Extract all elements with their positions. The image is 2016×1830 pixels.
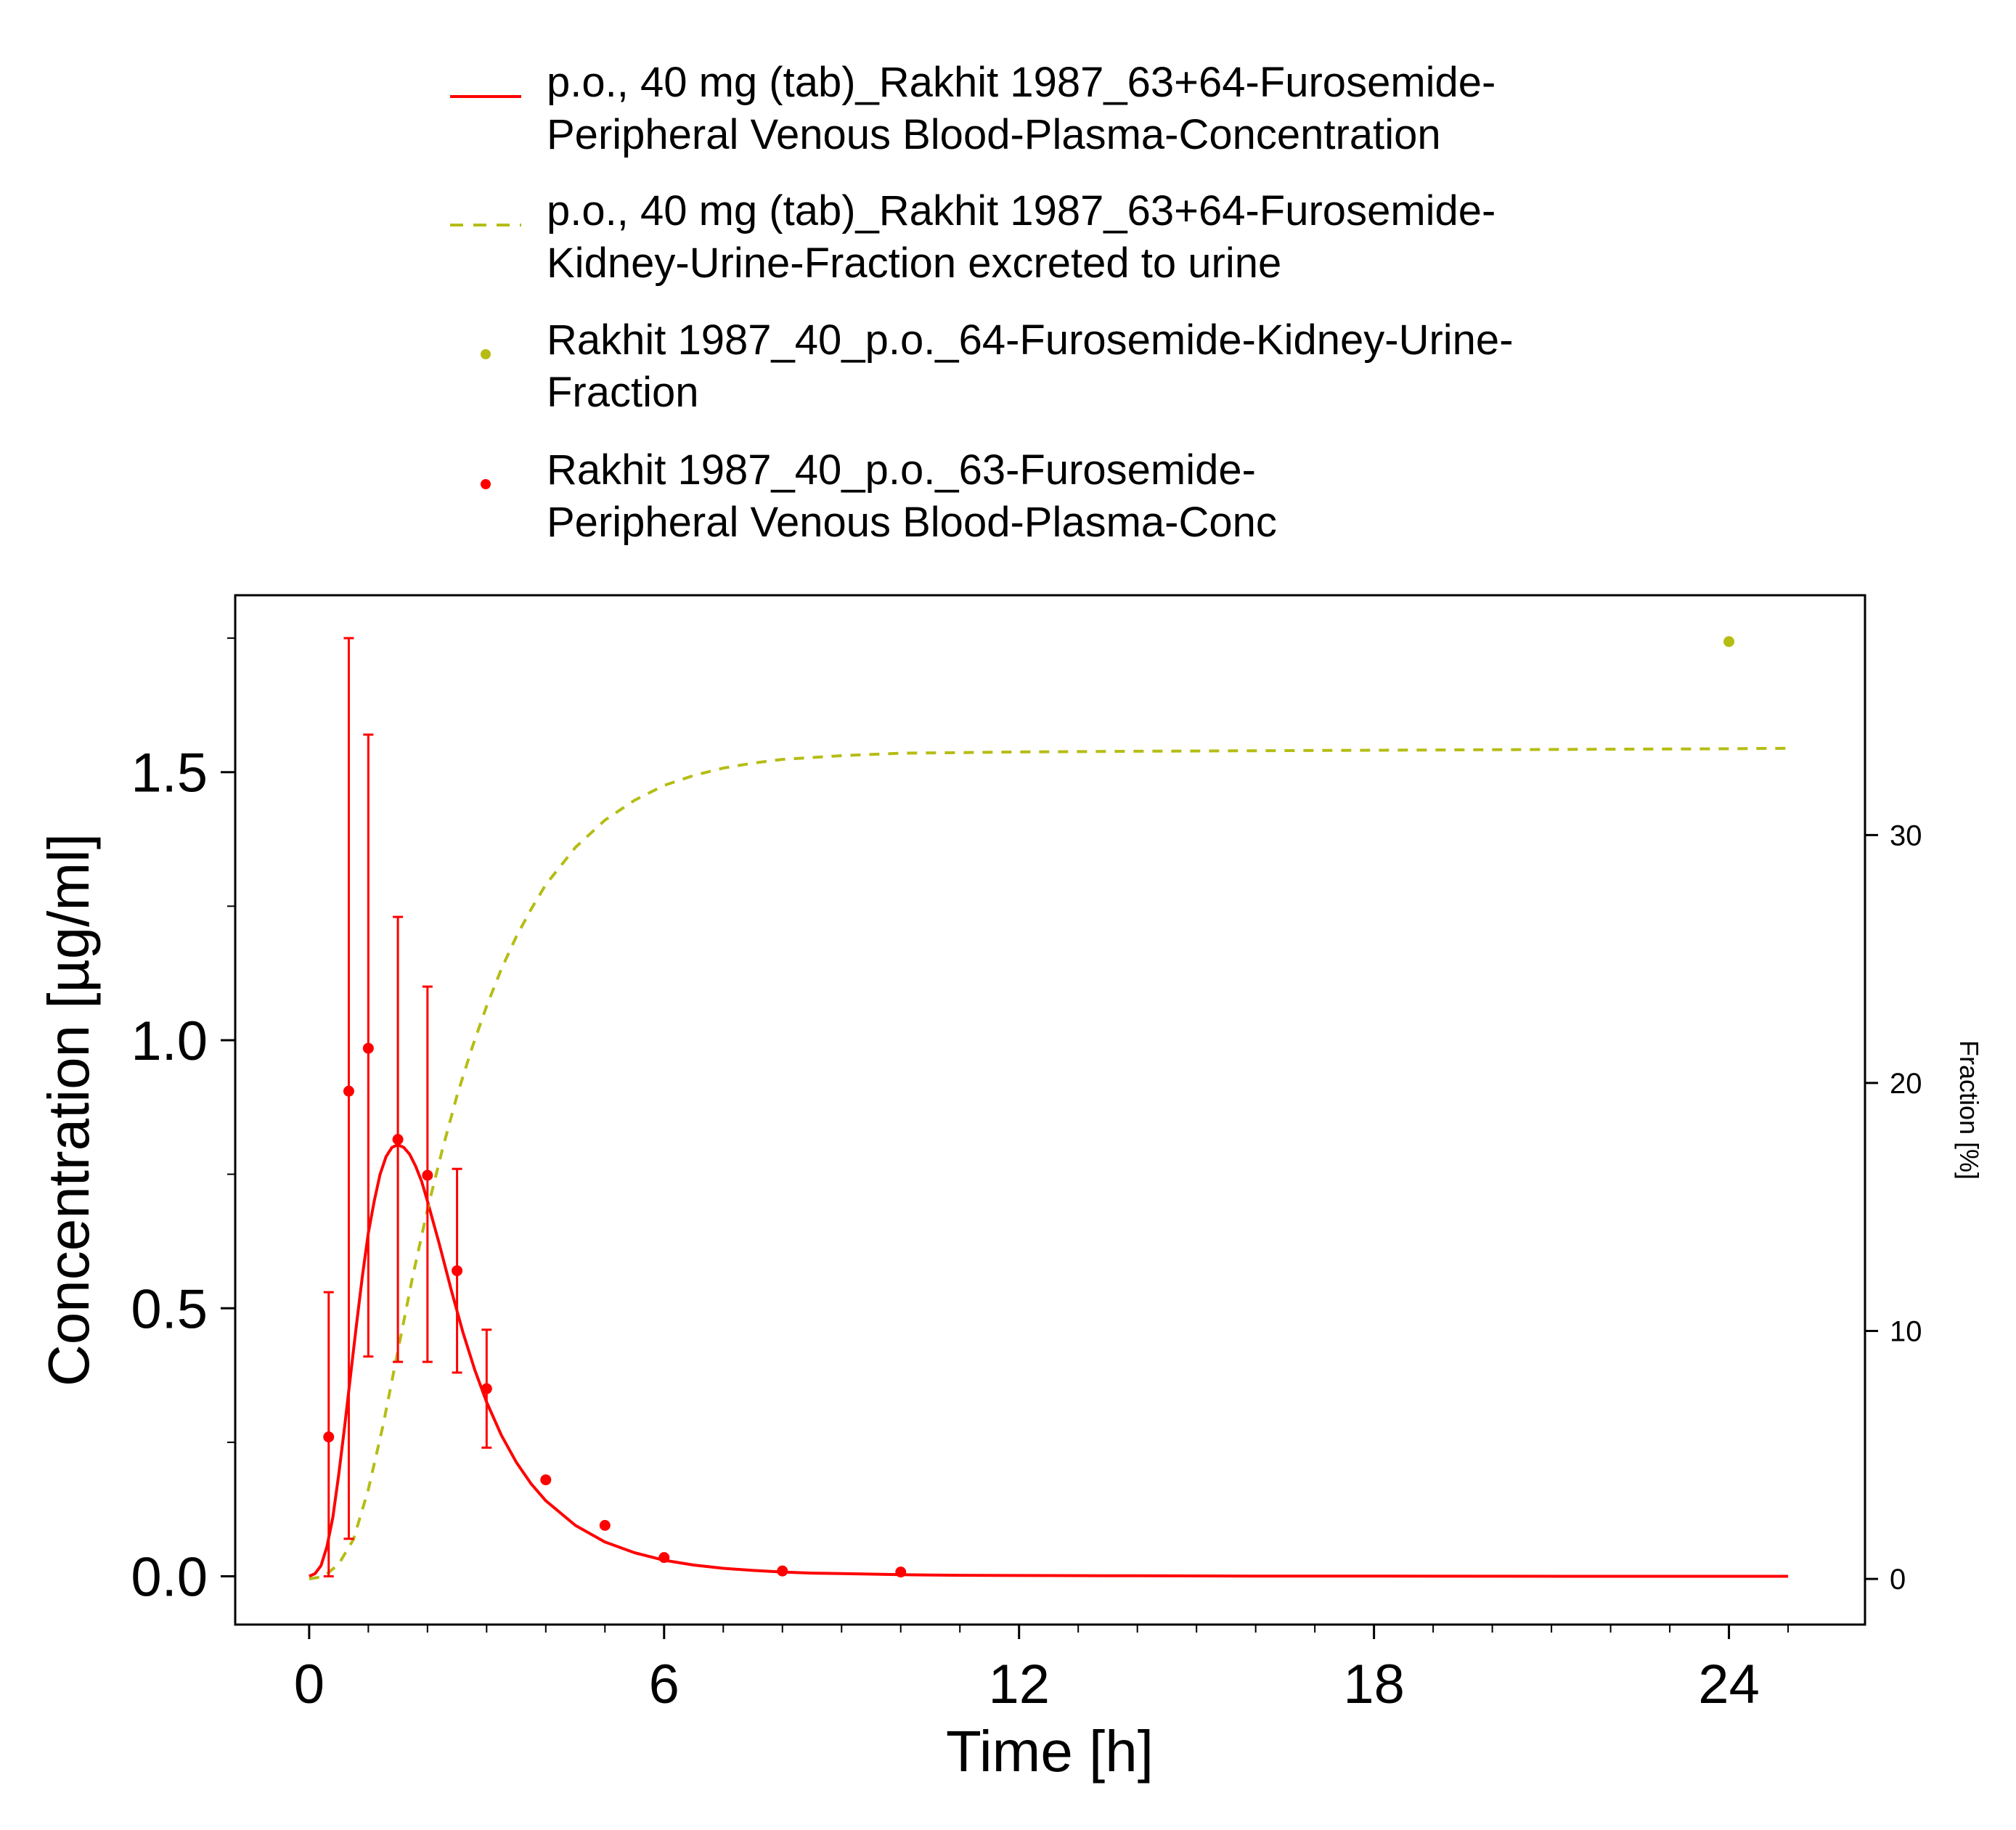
data-point [481,1383,492,1394]
y-tick-label: 0.0 [131,1547,208,1609]
y-axis-title: Concentration [µg/ml] [36,833,101,1386]
y2-tick-label: 10 [1890,1316,1922,1348]
plot-frame [234,594,1866,1626]
legend-label-line1: Rakhit 1987_40_p.o._63-Furosemide- [547,446,1256,494]
y-tick-label: 0.5 [131,1278,208,1340]
x-tick-label: 0 [294,1654,325,1715]
data-point [323,1431,335,1443]
y-axis: 0.0 0.5 1.0 1.5 [131,637,235,1609]
data-point [777,1565,788,1577]
x-axis-title: Time [h] [946,1719,1154,1784]
legend-label-line1: p.o., 40 mg (tab)_Rakhit 1987_63+64-Furo… [547,59,1495,106]
legend-label-line2: Fraction [547,369,699,416]
legend-item-obs-conc: Rakhit 1987_40_p.o._63-Furosemide- Perip… [481,446,1277,546]
data-point [540,1474,552,1486]
legend-label-line1: p.o., 40 mg (tab)_Rakhit 1987_63+64-Furo… [547,187,1495,234]
legend-item-sim-frac: p.o., 40 mg (tab)_Rakhit 1987_63+64-Furo… [450,187,1495,287]
series-layer [309,636,1789,1581]
legend-label-line1: Rakhit 1987_40_p.o._64-Furosemide-Kidney… [547,316,1514,364]
data-point [392,1134,404,1145]
y2-axis: 0 10 20 30 [1865,820,1922,1596]
data-point [1723,636,1735,648]
data-point [895,1566,907,1578]
x-tick-label: 24 [1698,1654,1760,1715]
legend-key-point [481,349,491,359]
y2-tick-label: 20 [1890,1068,1922,1100]
legend-label-line2: Peripheral Venous Blood-Plasma-Conc [547,499,1277,546]
legend-label-line2: Peripheral Venous Blood-Plasma-Concentra… [547,111,1441,158]
x-tick-label: 6 [649,1654,680,1715]
series-line-concentration [309,1143,1789,1578]
data-point [658,1552,670,1564]
x-axis: 0 6 12 18 24 [294,1625,1789,1715]
y2-tick-label: 0 [1890,1564,1906,1596]
data-point [343,1085,354,1097]
y-tick-label: 1.0 [131,1010,208,1072]
legend: p.o., 40 mg (tab)_Rakhit 1987_63+64-Furo… [450,59,1514,546]
y2-tick-label: 30 [1890,820,1922,851]
data-point [599,1519,611,1531]
legend-item-sim-conc: p.o., 40 mg (tab)_Rakhit 1987_63+64-Furo… [450,59,1495,158]
y2-axis-title: Fraction [%] [1954,1040,1984,1180]
data-point [422,1169,433,1181]
legend-key-point [481,479,491,489]
data-point [362,1042,374,1054]
series-line-fraction [309,746,1789,1581]
x-tick-label: 12 [988,1654,1050,1715]
legend-item-obs-frac: Rakhit 1987_40_p.o._64-Furosemide-Kidney… [481,316,1514,416]
x-tick-label: 18 [1343,1654,1405,1715]
data-point [452,1265,463,1277]
legend-label-line2: Kidney-Urine-Fraction excreted to urine [547,240,1281,287]
y-tick-label: 1.5 [131,743,208,804]
